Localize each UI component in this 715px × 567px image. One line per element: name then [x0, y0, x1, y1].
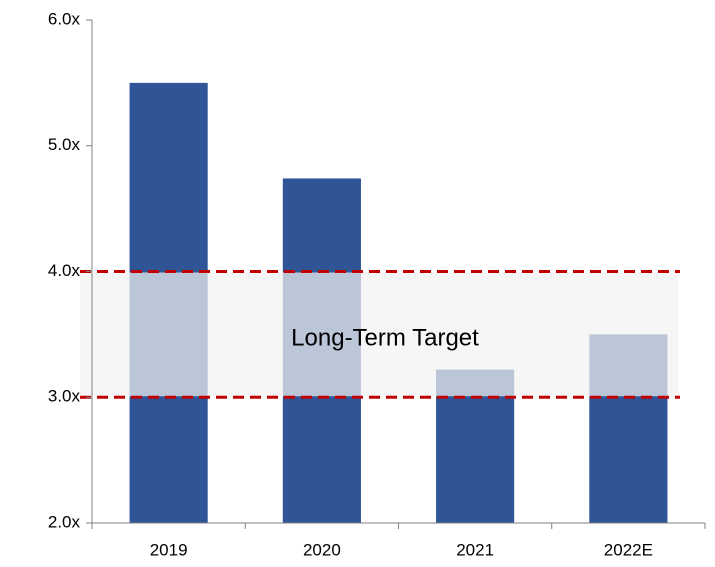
x-tick-label: 2022E: [604, 540, 653, 559]
y-tick-label: 4.0x: [48, 261, 81, 280]
y-tick-label: 3.0x: [48, 387, 81, 406]
target-band: [80, 272, 678, 397]
x-tick-label: 2019: [150, 540, 188, 559]
x-tick-label: 2020: [303, 540, 341, 559]
y-tick-label: 6.0x: [48, 9, 81, 28]
y-tick-label: 5.0x: [48, 135, 81, 154]
target-label: Long-Term Target: [291, 325, 479, 352]
y-tick-label: 2.0x: [48, 512, 81, 531]
x-tick-label: 2021: [456, 540, 494, 559]
